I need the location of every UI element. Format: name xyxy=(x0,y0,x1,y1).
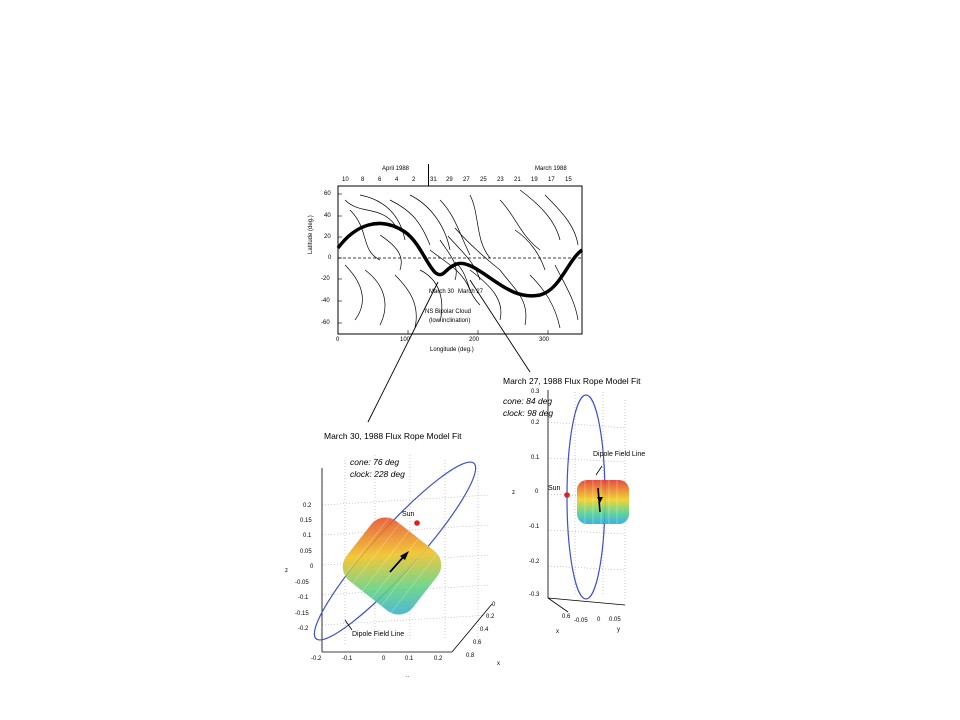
z-tick: -0.2 xyxy=(298,626,309,632)
right-clock-value: clock: 98 deg xyxy=(503,408,554,418)
date-tick: 10 xyxy=(342,177,349,183)
left-dipole-label: Dipole Field Line xyxy=(352,631,405,638)
left-clock-value: clock: 228 deg xyxy=(350,469,405,479)
y-tick: 20 xyxy=(324,234,331,240)
z-tick: 0.1 xyxy=(531,455,540,461)
y-tick: 40 xyxy=(324,213,331,219)
date-tick: 6 xyxy=(378,177,382,183)
label-march-27: March 27 xyxy=(458,289,484,295)
left-plot-title: March 30, 1988 Flux Rope Model Fit xyxy=(324,431,462,441)
y-tick: 0 xyxy=(328,255,332,261)
z-tick: 0.2 xyxy=(303,503,312,509)
x-tick: -0.05 xyxy=(574,618,588,624)
header-march: March 1988 xyxy=(535,166,567,172)
z-tick: 0.1 xyxy=(303,533,312,539)
x-tick: 0.6 xyxy=(473,640,482,646)
x-tick: 0 xyxy=(492,602,496,608)
y-tick: -0.2 xyxy=(311,656,322,662)
y-tick: 0.2 xyxy=(434,656,443,662)
y-tick: -60 xyxy=(321,320,330,326)
x-tick: 0.05 xyxy=(609,617,621,623)
x-tick: 0 xyxy=(597,617,601,623)
z-tick: 0.2 xyxy=(531,420,540,426)
date-tick: 31 xyxy=(430,177,437,183)
right-y-label: y xyxy=(617,627,620,633)
x-tick: 200 xyxy=(469,337,480,343)
label-march-30: March 30 xyxy=(429,289,455,295)
left-z-label: z xyxy=(285,568,288,574)
right-plot-title: March 27, 1988 Flux Rope Model Fit xyxy=(503,376,641,386)
x-tick: 0 xyxy=(336,337,340,343)
x-tick: 100 xyxy=(400,337,411,343)
y-tick: 0.1 xyxy=(405,656,414,662)
right-z-label: z xyxy=(512,490,515,496)
right-x-label: x xyxy=(556,629,559,635)
y-tick: -40 xyxy=(321,298,330,304)
z-tick: -0.1 xyxy=(298,595,309,601)
left-footer-mark: .. xyxy=(406,673,410,679)
x-tick: 300 xyxy=(539,337,550,343)
z-tick: 0.15 xyxy=(300,518,312,524)
date-tick: 2 xyxy=(412,177,416,183)
top-x-label: Longitude (deg.) xyxy=(430,347,474,353)
left-sun-label: Sun xyxy=(402,511,415,518)
y-tick: 60 xyxy=(324,191,331,197)
right-dipole-label: Dipole Field Line xyxy=(593,451,646,458)
y-tick: -0.1 xyxy=(342,656,353,662)
date-tick: 19 xyxy=(531,177,538,183)
y-tick: 0 xyxy=(382,656,386,662)
z-tick: 0 xyxy=(535,489,539,495)
z-tick: 0.05 xyxy=(300,549,312,555)
cloud-label-2: (low inclination) xyxy=(429,318,471,324)
date-tick: 23 xyxy=(497,177,504,183)
z-tick: -0.1 xyxy=(529,524,540,530)
date-tick: 17 xyxy=(548,177,555,183)
right-cone-value: cone: 84 deg xyxy=(503,396,553,406)
date-tick: 25 xyxy=(480,177,487,183)
y-tick: -20 xyxy=(321,276,330,282)
date-tick: 21 xyxy=(514,177,521,183)
date-tick: 27 xyxy=(463,177,470,183)
left-x-label: x xyxy=(497,661,500,667)
header-april: April 1988 xyxy=(382,166,410,172)
month-divider xyxy=(428,164,429,186)
z-tick: -0.05 xyxy=(295,580,309,586)
x-tick: 0.2 xyxy=(486,614,495,620)
date-tick: 4 xyxy=(395,177,399,183)
date-tick: 29 xyxy=(446,177,453,183)
x-tick: 0.4 xyxy=(480,627,489,633)
date-tick: 8 xyxy=(361,177,365,183)
z-tick: -0.15 xyxy=(295,611,309,617)
date-tick: 15 xyxy=(565,177,572,183)
right-sun-label: Sun xyxy=(548,485,561,492)
x-tick: 0.8 xyxy=(466,653,475,659)
left-cone-value: cone: 76 deg xyxy=(350,457,400,467)
x-tick: 0.6 xyxy=(562,614,571,620)
cloud-label-1: NS Bipolar Cloud xyxy=(425,309,472,315)
z-tick: 0.3 xyxy=(531,389,540,395)
z-tick: -0.2 xyxy=(529,559,540,565)
z-tick: -0.3 xyxy=(529,592,540,598)
z-tick: 0 xyxy=(310,564,314,570)
